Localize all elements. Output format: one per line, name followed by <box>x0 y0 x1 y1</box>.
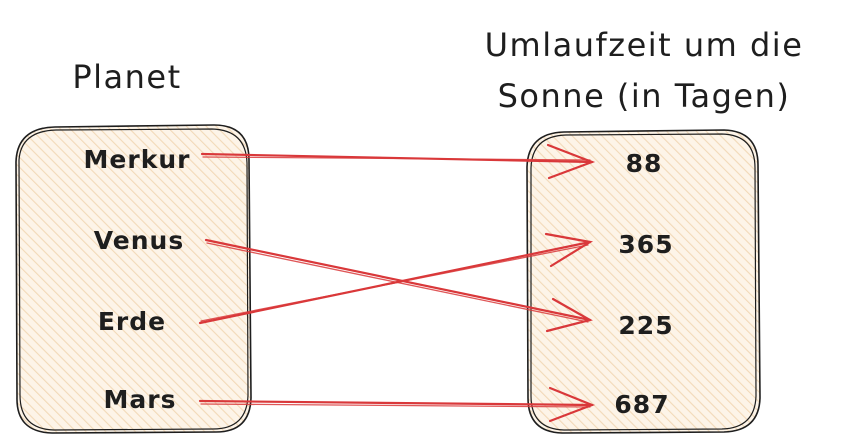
left-column-title: Planet <box>72 58 181 96</box>
planet-box <box>15 124 252 434</box>
planet-item-merkur: Merkur <box>84 145 191 174</box>
arrow-mars-to-687 <box>198 386 596 423</box>
planet-item-venus: Venus <box>94 226 184 255</box>
right-column-title-line2: Sonne (in Tagen) <box>498 77 791 115</box>
days-item-225: 225 <box>618 311 673 340</box>
days-item-365: 365 <box>618 230 673 259</box>
planet-item-mars: Mars <box>104 385 177 414</box>
days-item-88: 88 <box>626 149 663 178</box>
planet-item-erde: Erde <box>98 307 166 336</box>
right-column-title-line1: Umlaufzeit um die <box>485 26 804 64</box>
orbit-days-box <box>526 129 761 434</box>
days-item-687: 687 <box>614 390 669 419</box>
arrow-erde-to-365 <box>198 232 594 325</box>
arrow-merkur-to-88 <box>200 143 596 180</box>
